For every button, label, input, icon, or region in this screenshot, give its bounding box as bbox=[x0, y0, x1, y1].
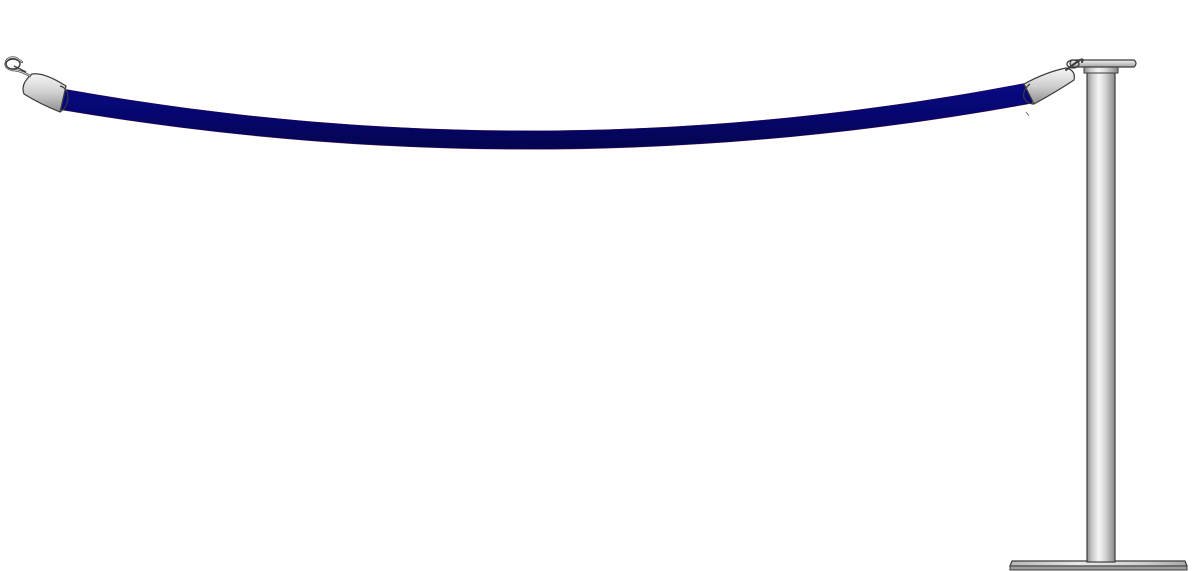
snap-hook-icon bbox=[1065, 58, 1084, 71]
rope-icon bbox=[57, 82, 1033, 150]
stanchion-base-icon bbox=[1009, 560, 1188, 571]
left-rope-end bbox=[4, 56, 69, 113]
snap-hook-icon bbox=[4, 56, 32, 78]
rope-end-cap-icon bbox=[1023, 67, 1075, 105]
rope-end-cap-icon bbox=[22, 73, 69, 113]
right-rope-end bbox=[1023, 58, 1084, 117]
stanchion-post-icon bbox=[1069, 59, 1137, 563]
